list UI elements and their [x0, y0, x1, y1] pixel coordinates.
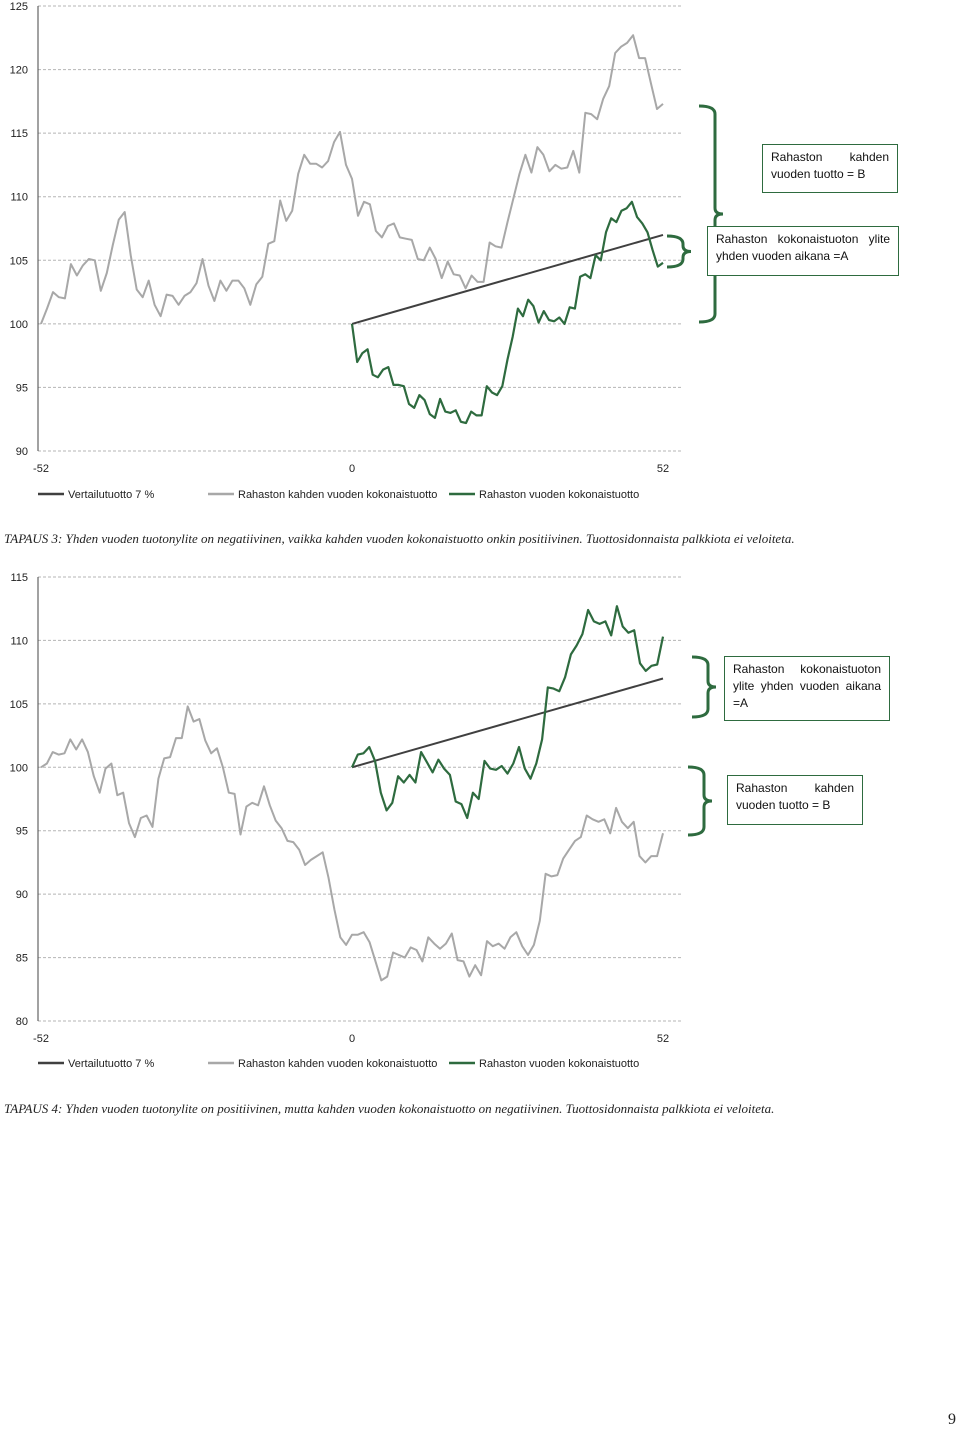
y-tick-label: 90 — [16, 446, 28, 458]
legend-label: Rahaston vuoden kokonaistuotto — [479, 1058, 639, 1070]
annotation-box-a: Rahaston kokonaistuoton ylite yhden vuod… — [724, 656, 890, 721]
y-tick-label: 115 — [10, 128, 28, 140]
two-year-return-line — [40, 34, 664, 325]
y-tick-label: 95 — [16, 826, 28, 838]
caption-case-3: TAPAUS 3: Yhden vuoden tuotonylite on ne… — [4, 531, 795, 546]
benchmark-line — [351, 677, 664, 769]
y-tick-label: 95 — [16, 382, 28, 394]
y-tick-label: 105 — [10, 699, 28, 711]
y-tick-label: 80 — [16, 1016, 28, 1028]
y-tick-label: 85 — [16, 953, 28, 965]
annotation-box-b: Rahaston kahden vuoden tuotto = B — [727, 775, 863, 825]
legend-label: Vertailutuotto 7 % — [68, 1058, 154, 1070]
y-tick-label: 110 — [10, 192, 28, 204]
y-tick-label: 125 — [10, 1, 28, 13]
legend-label: Rahaston vuoden kokonaistuotto — [479, 489, 639, 501]
curly-brace — [698, 104, 724, 324]
legend-label: Rahaston kahden vuoden kokonaistuotto — [238, 489, 437, 501]
y-tick-label: 120 — [10, 65, 28, 77]
legend-label: Rahaston kahden vuoden kokonaistuotto — [238, 1058, 437, 1070]
x-tick-label: 0 — [349, 1033, 355, 1045]
y-tick-label: 110 — [10, 635, 28, 647]
line-chart-case-3: 90 95 100 105 110 115 120 125 -52 0 52 Vertailutuot… — [10, 1, 724, 501]
x-tick-label: 0 — [349, 463, 355, 475]
chart-case-3: 90 95 100 105 110 115 120 125 -52 0 52 Vertailutuot… — [0, 0, 960, 515]
y-tick-label: 105 — [10, 255, 28, 267]
x-tick-label: 52 — [657, 463, 669, 475]
y-tick-label: 100 — [10, 319, 28, 331]
one-year-return-line — [350, 605, 665, 820]
legend-label: Vertailutuotto 7 % — [68, 489, 154, 501]
annotation-box-b: Rahaston kahden vuoden tuotto = B — [762, 144, 898, 193]
page-number: 9 — [948, 1411, 956, 1428]
curly-brace — [666, 234, 692, 269]
line-chart-case-4: 80 85 90 95 100 105 110 115 -52 0 52 Vertailutuotto… — [10, 572, 717, 1070]
y-tick-label: 90 — [16, 889, 28, 901]
y-tick-label: 115 — [10, 572, 28, 584]
one-year-return-line — [350, 200, 664, 425]
x-tick-label: -52 — [33, 1033, 49, 1045]
x-tick-label: 52 — [657, 1033, 669, 1045]
curly-brace — [687, 765, 713, 837]
caption-case-4: TAPAUS 4: Yhden vuoden tuotonylite on po… — [4, 1101, 775, 1116]
annotation-box-a: Rahaston kokonaistuoton ylite yhden vuod… — [707, 226, 899, 276]
two-year-return-line — [40, 705, 664, 982]
y-tick-label: 100 — [10, 762, 28, 774]
curly-brace — [691, 655, 717, 719]
chart-case-4: 80 85 90 95 100 105 110 115 -52 0 52 Vertailutuotto… — [0, 568, 960, 1088]
benchmark-line — [351, 233, 664, 325]
x-tick-label: -52 — [33, 463, 49, 475]
